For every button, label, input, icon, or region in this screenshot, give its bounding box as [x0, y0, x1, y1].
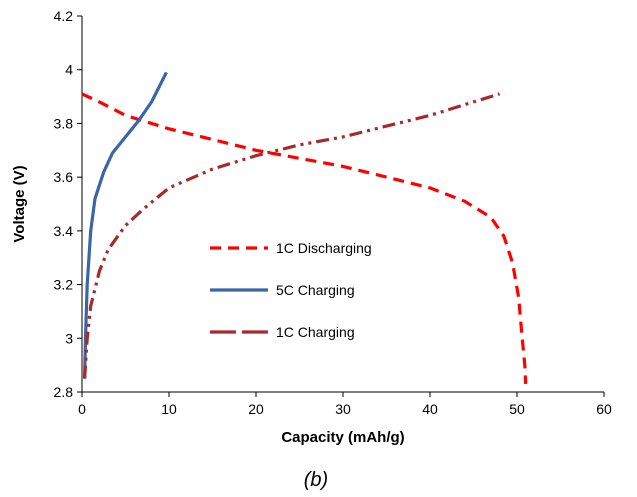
y-tick-label: 4 [65, 62, 73, 78]
x-tick-label: 30 [335, 401, 351, 417]
x-ticks: 0 10 20 30 40 50 60 [78, 392, 612, 417]
y-tick-label: 3.6 [54, 169, 74, 185]
x-tick-label: 0 [78, 401, 86, 417]
legend-label: 5C Charging [276, 282, 355, 298]
x-tick-label: 40 [422, 401, 438, 417]
y-tick-label: 3.4 [54, 223, 74, 239]
x-tick-label: 20 [248, 401, 264, 417]
x-tick-label: 10 [161, 401, 177, 417]
figure-caption: (b) [304, 469, 328, 491]
y-ticks: 2.8 3 3.2 3.4 3.6 3.8 4 4.2 [54, 8, 82, 400]
y-axis-title: Voltage (V) [11, 165, 28, 242]
legend-label: 1C Discharging [276, 240, 372, 256]
y-tick-label: 3 [65, 330, 73, 346]
legend: 1C Discharging 5C Charging 1C Charging [210, 240, 372, 340]
series-line-5c-charging [83, 71, 168, 379]
x-tick-label: 60 [596, 401, 612, 417]
series-line-1c-charging [83, 92, 501, 379]
legend-label: 1C Charging [276, 324, 355, 340]
y-tick-label: 3.2 [54, 277, 74, 293]
series-line-1c-discharging [81, 92, 528, 384]
y-tick-label: 2.8 [54, 384, 74, 400]
x-axis-title: Capacity (mAh/g) [281, 429, 404, 446]
series-layer [81, 71, 528, 384]
plot-area: 0 10 20 30 40 50 60 2.8 3 3.2 3.4 3.6 3.8 4 4.2 [54, 8, 612, 417]
y-tick-label: 4.2 [54, 8, 74, 24]
y-tick-label: 3.8 [54, 115, 74, 131]
x-tick-label: 50 [509, 401, 525, 417]
